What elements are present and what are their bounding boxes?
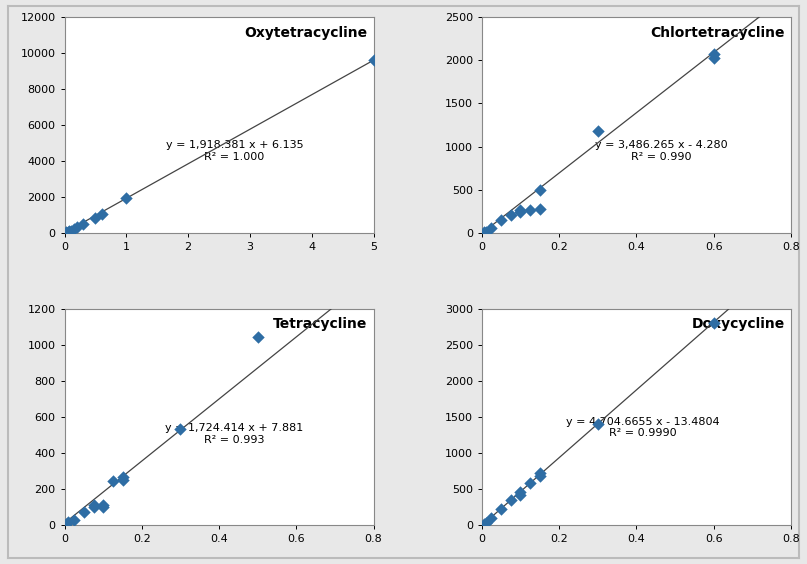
Point bbox=[68, 515, 81, 525]
Point bbox=[97, 501, 110, 510]
Point bbox=[479, 518, 492, 527]
Text: y = 4,704.6655 x - 13.4804
R² = 0.9990: y = 4,704.6655 x - 13.4804 R² = 0.9990 bbox=[566, 417, 719, 438]
Point bbox=[524, 479, 537, 488]
Point bbox=[533, 185, 546, 194]
Point bbox=[514, 207, 527, 216]
Text: y = 3,486.265 x - 4.280
R² = 0.990: y = 3,486.265 x - 4.280 R² = 0.990 bbox=[595, 140, 727, 162]
Point bbox=[63, 227, 76, 236]
Point bbox=[174, 425, 187, 434]
Text: Tetracycline: Tetracycline bbox=[273, 317, 367, 331]
Text: y = 1,724.414 x + 7.881
R² = 0.993: y = 1,724.414 x + 7.881 R² = 0.993 bbox=[165, 423, 303, 444]
Point bbox=[592, 420, 604, 429]
Point bbox=[251, 333, 264, 342]
Point bbox=[504, 496, 517, 505]
Point bbox=[592, 126, 604, 135]
Point bbox=[479, 227, 492, 236]
Point bbox=[87, 500, 100, 509]
Point bbox=[504, 210, 517, 219]
Point bbox=[60, 228, 73, 237]
Point bbox=[97, 502, 110, 511]
Point bbox=[89, 214, 102, 223]
Point bbox=[524, 205, 537, 214]
Point bbox=[485, 223, 498, 232]
Point bbox=[116, 472, 129, 481]
Text: Oxytetracycline: Oxytetracycline bbox=[245, 25, 367, 39]
Point bbox=[120, 193, 133, 202]
Point bbox=[707, 53, 720, 62]
Point bbox=[87, 502, 100, 511]
Point bbox=[707, 319, 720, 328]
Point bbox=[107, 477, 119, 486]
Point bbox=[485, 514, 498, 523]
Point bbox=[77, 220, 90, 229]
Text: Chlortetracycline: Chlortetracycline bbox=[650, 25, 784, 39]
Point bbox=[62, 517, 75, 526]
Point bbox=[707, 50, 720, 59]
Point bbox=[95, 209, 108, 218]
Point bbox=[533, 468, 546, 477]
Point bbox=[477, 519, 490, 528]
Point bbox=[514, 491, 527, 500]
Text: Doxycycline: Doxycycline bbox=[692, 317, 784, 331]
Point bbox=[477, 228, 490, 237]
Point bbox=[514, 206, 527, 215]
Point bbox=[77, 508, 90, 517]
Point bbox=[533, 471, 546, 480]
Point bbox=[533, 204, 546, 213]
Point bbox=[495, 215, 508, 224]
Point bbox=[116, 475, 129, 484]
Text: y = 1,918.381 x + 6.135
R² = 1.000: y = 1,918.381 x + 6.135 R² = 1.000 bbox=[165, 140, 303, 162]
Point bbox=[495, 505, 508, 514]
Point bbox=[60, 519, 73, 528]
Point bbox=[67, 225, 80, 234]
Point bbox=[367, 56, 380, 65]
Point bbox=[65, 226, 77, 235]
Point bbox=[70, 223, 83, 232]
Point bbox=[61, 227, 74, 236]
Point bbox=[514, 488, 527, 497]
